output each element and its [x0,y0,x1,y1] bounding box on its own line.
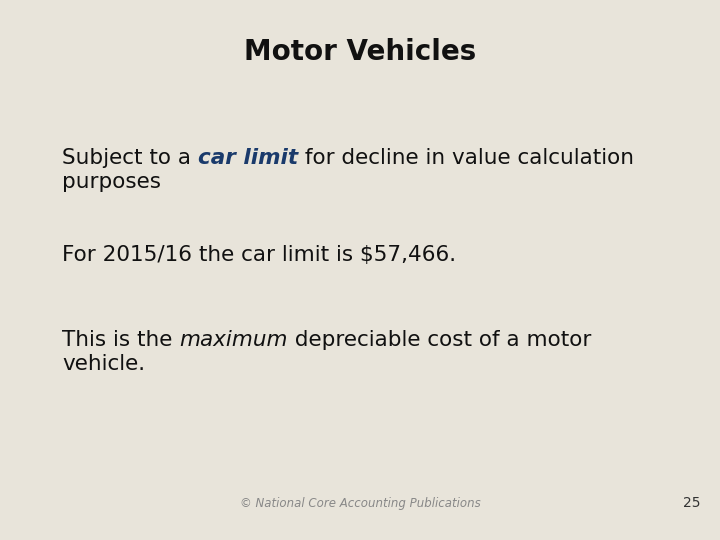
Text: © National Core Accounting Publications: © National Core Accounting Publications [240,497,480,510]
Text: Motor Vehicles: Motor Vehicles [244,38,476,66]
Text: 25: 25 [683,496,700,510]
Text: purposes: purposes [62,172,161,192]
Text: vehicle.: vehicle. [62,354,145,374]
Text: Subject to a: Subject to a [62,148,198,168]
Text: depreciable cost of a motor: depreciable cost of a motor [288,330,591,350]
Text: This is the: This is the [62,330,179,350]
Text: maximum: maximum [179,330,288,350]
Text: For 2015/16 the car limit is $57,466.: For 2015/16 the car limit is $57,466. [62,245,456,265]
Text: car limit: car limit [198,148,298,168]
Text: for decline in value calculation: for decline in value calculation [298,148,634,168]
